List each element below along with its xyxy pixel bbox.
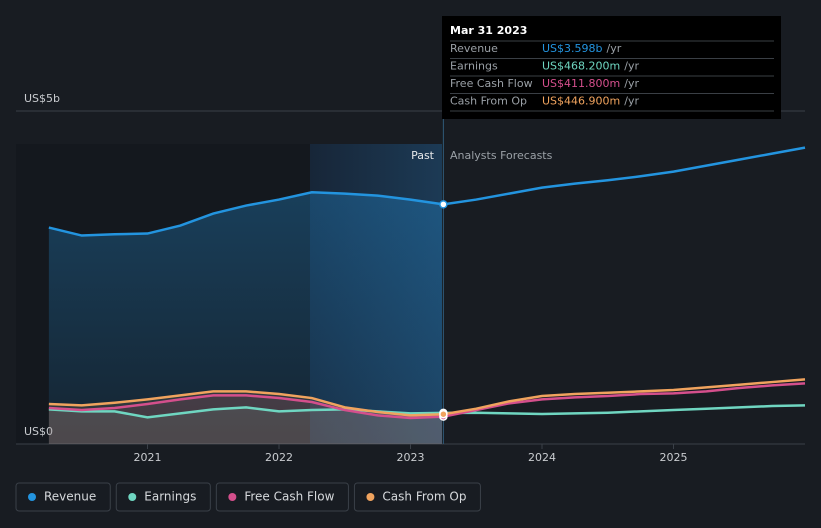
tooltip-value: US$446.900m <box>542 95 620 108</box>
series-line <box>48 382 806 420</box>
legend-dot <box>128 493 137 501</box>
legend-item[interactable]: Cash From Op <box>353 482 481 512</box>
area-fill <box>48 407 442 444</box>
legend-dot <box>28 493 36 501</box>
tooltip-label: Earnings <box>450 60 498 73</box>
legend-box <box>115 482 211 512</box>
x-tick-label: 2022 <box>265 451 293 464</box>
legend-label: Free Cash Flow <box>244 490 334 504</box>
tooltip: Mar 31 2023 Revenue US$3.598b/yr Earnings U… <box>442 16 781 119</box>
x-tick-label: 2021 <box>134 451 162 464</box>
series-line <box>48 404 806 419</box>
tooltip-label: Revenue <box>450 42 498 55</box>
forecast-label: Analysts Forecasts <box>450 149 553 162</box>
legend-box <box>15 482 111 512</box>
series-line <box>48 378 806 417</box>
tooltip-value: US$411.800m <box>542 77 620 90</box>
legend-label: Earnings <box>144 490 196 504</box>
tooltip-unit: /yr <box>607 42 622 55</box>
legend-dot <box>228 493 237 501</box>
legend-box <box>353 482 481 512</box>
legend-item[interactable]: Revenue <box>15 482 111 512</box>
x-tick-label: 2025 <box>660 451 688 464</box>
legend-item[interactable]: Free Cash Flow <box>215 482 349 512</box>
tooltip-value: US$468.200m <box>542 60 620 73</box>
x-tick-label: 2023 <box>397 451 425 464</box>
marker <box>439 409 448 419</box>
tooltip-unit: /yr <box>624 95 639 108</box>
y-tick-label: US$0 <box>24 425 53 438</box>
tooltip-date: Mar 31 2023 <box>450 24 527 37</box>
area-fill <box>48 192 442 444</box>
tooltip-value: US$3.598b <box>542 42 603 55</box>
legend-label: Cash From Op <box>382 490 466 504</box>
marker <box>439 200 448 209</box>
tooltip-box <box>442 16 781 119</box>
past-label: Past <box>411 149 435 162</box>
tooltip-label: Free Cash Flow <box>450 77 533 90</box>
legend-box <box>215 482 349 512</box>
tooltip-unit: /yr <box>624 60 639 73</box>
legend-item[interactable]: Earnings <box>115 482 211 512</box>
area-fill <box>48 395 442 444</box>
x-tick-label: 2024 <box>528 451 556 464</box>
series-line <box>48 146 806 237</box>
tooltip-label: Cash From Op <box>450 95 527 108</box>
tooltip-unit: /yr <box>624 77 639 90</box>
y-tick-label: US$5b <box>24 92 60 105</box>
legend-label: Revenue <box>44 490 96 504</box>
legend-dot <box>366 493 375 501</box>
